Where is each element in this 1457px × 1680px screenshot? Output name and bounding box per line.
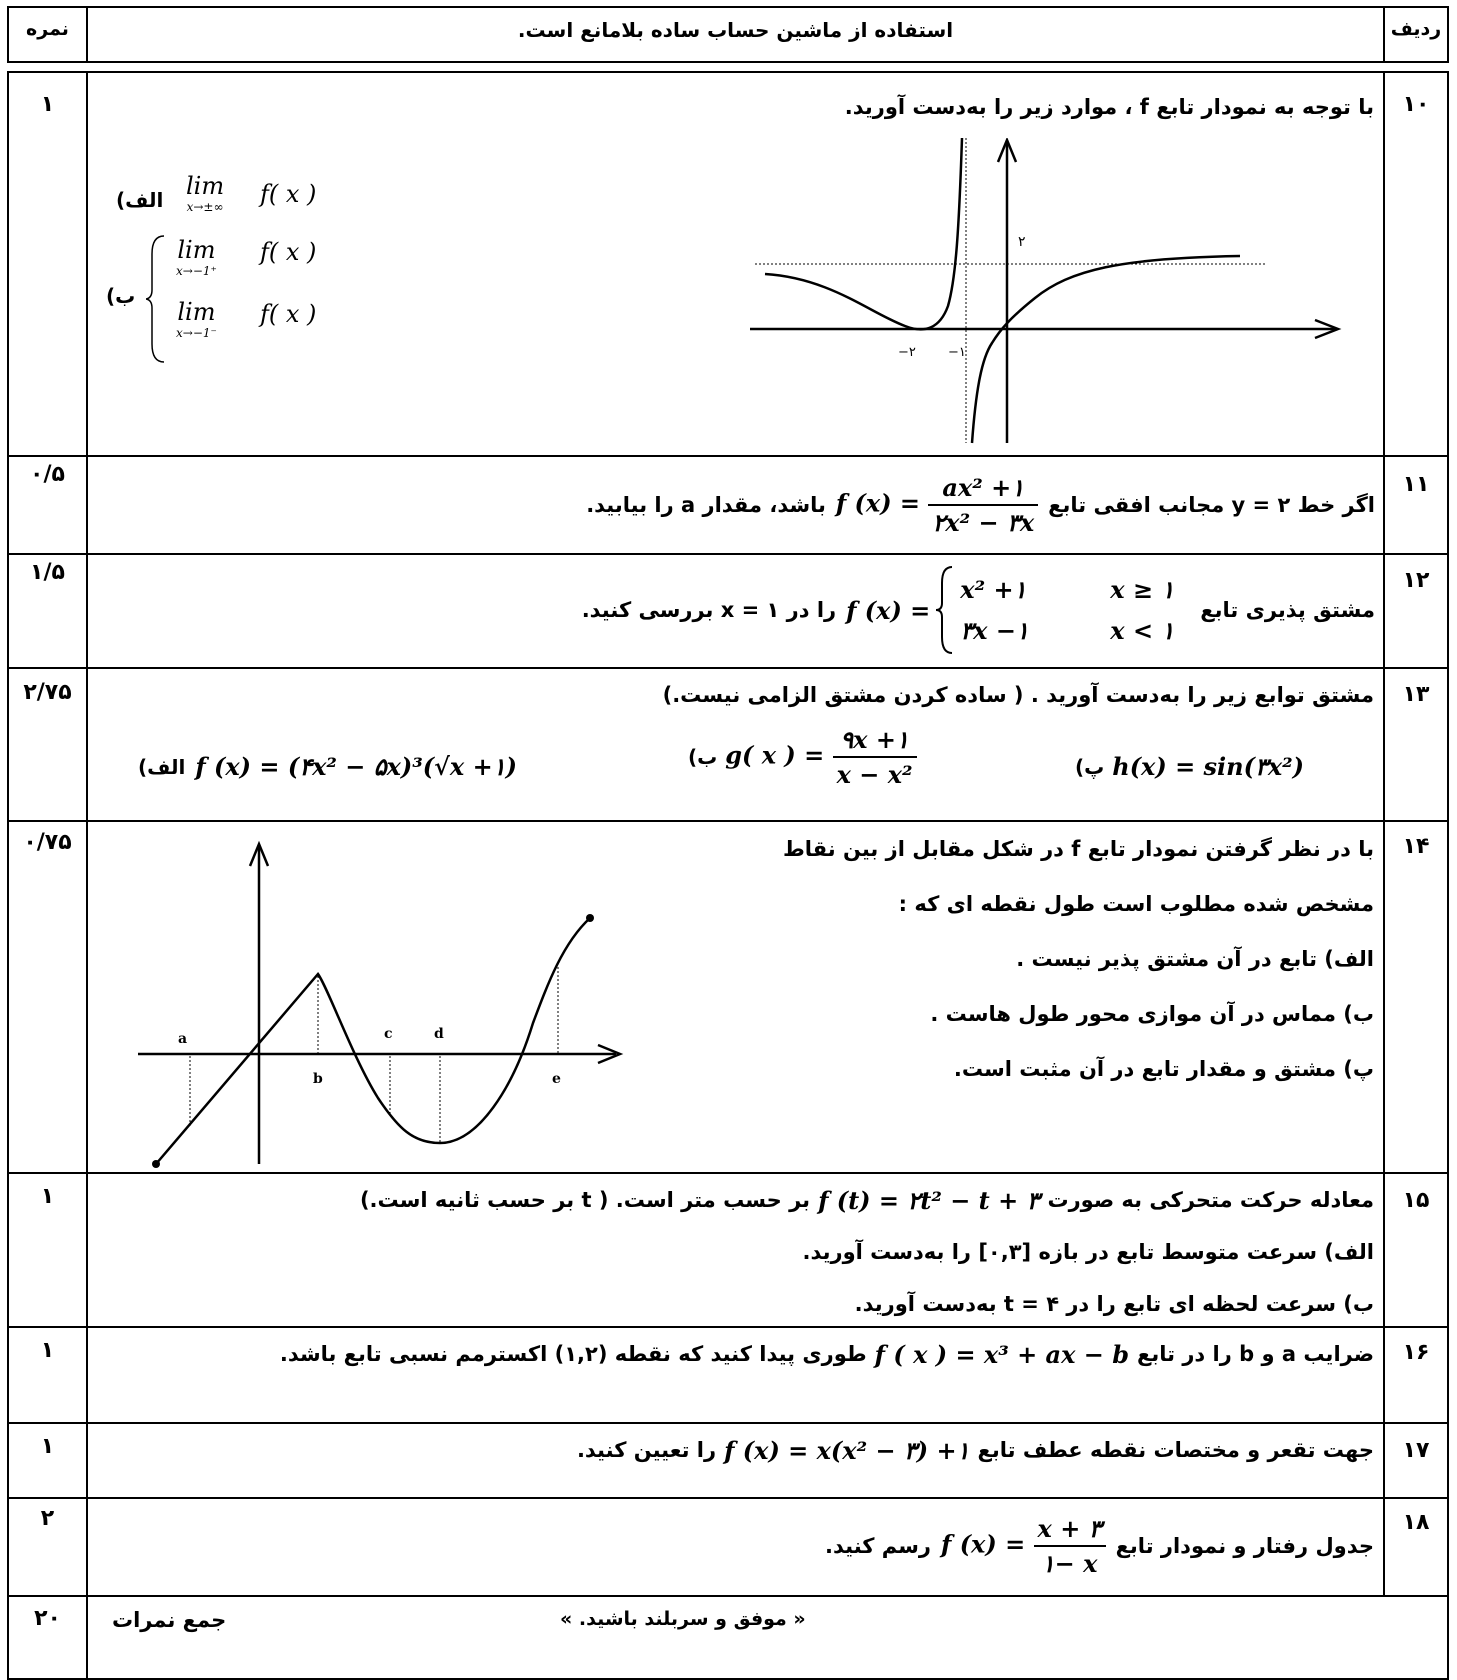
text-q15-line2: الف) سرعت متوسط تابع در بازه [۰,۳] را به… <box>802 1240 1374 1264</box>
text-q11-after: باشد، مقدار a را بیابید. <box>586 493 826 517</box>
limit-b1-q10: lim x→−1⁺ <box>176 236 217 278</box>
curve-left-q10 <box>764 138 964 331</box>
fx-b1-q10: f( x ) <box>260 238 317 266</box>
score-q18: ۲ <box>40 1506 55 1531</box>
content-q16: ضرایب a و b را در تابع f ( x ) = x³ + ax… <box>279 1339 1374 1369</box>
part-b-label-q10: (ب <box>106 284 136 308</box>
label-y2-q10: ۲ <box>1018 234 1026 250</box>
text-q14-line5: پ) مشتق و مقدار تابع در آن مثبت است. <box>953 1057 1374 1081</box>
expr-q11: f (x) = ax² +۱ ۲x² − ۳x <box>836 473 1039 537</box>
label-x-1-q10: −۱ <box>948 345 966 360</box>
text-q15-line3: ب) سرعت لحظه ای تابع را در ۴ = t به‌دست … <box>854 1292 1374 1316</box>
text-q14-line1: با در نظر گرفتن نمودار تابع f در شکل مقا… <box>782 837 1374 861</box>
score-q16: ۱ <box>40 1338 55 1363</box>
score-q14: ۰/۷۵ <box>23 830 72 855</box>
header-table <box>7 6 1449 63</box>
number-q13: ۱۳ <box>1402 682 1430 707</box>
curve-right-q10 <box>970 254 1241 444</box>
score-q17: ۱ <box>40 1434 55 1459</box>
limits-q10: (الف lim x→±∞ f( x ) (ب lim x→−1⁺ f( x )… <box>106 172 352 363</box>
text-q10: با توجه به نمودار تابع f ، موارد زیر را … <box>844 95 1374 119</box>
label-x-2-q10: −۲ <box>898 345 916 360</box>
label-d-q14: d <box>434 1026 444 1042</box>
number-q12: ۱۲ <box>1402 568 1430 593</box>
text-q14-line2: مشخص شده مطلوب است طول نقطه ای که : <box>898 892 1374 916</box>
number-q15: ۱۵ <box>1402 1188 1430 1213</box>
number-q10: ۱۰ <box>1402 92 1430 117</box>
limit-b2-q10: lim x→−1⁻ <box>176 298 217 340</box>
header-score-label: نمره <box>26 18 69 40</box>
number-q11: ۱۱ <box>1402 472 1430 497</box>
header-row-label: ردیف <box>1390 18 1442 40</box>
score-q13: ۲/۷۵ <box>23 680 72 705</box>
label-b-q14: b <box>313 1071 323 1087</box>
part-a-label-q10: (الف <box>116 188 164 212</box>
total-label: جمع نمرات <box>112 1608 227 1632</box>
text-q14-line3: الف) تابع در آن مشتق پذیر نیست . <box>1016 947 1374 971</box>
questions-table <box>7 71 1449 1680</box>
content-q11: اگر خط ۲ = y مجانب افقی تابع f (x) = ax²… <box>586 459 1375 551</box>
total-score: ۲۰ <box>34 1606 61 1631</box>
number-q16: ۱۶ <box>1402 1340 1430 1365</box>
graph-q14: a b c d e <box>138 840 624 1168</box>
text-q12-before: مشتق پذیری تابع <box>1200 598 1375 622</box>
number-q18: ۱۸ <box>1402 1510 1430 1535</box>
score-q11: ۰/۵ <box>30 462 65 487</box>
content-q15-line1: معادله حرکت متحرکی به صورت f (t) = ۲t² −… <box>359 1185 1374 1215</box>
score-q15: ۱ <box>40 1184 55 1209</box>
label-a-q14: a <box>178 1031 187 1047</box>
number-q14: ۱۴ <box>1402 834 1430 859</box>
part-c-q13: (پ h(x) = sin(۳x²) <box>1075 752 1305 781</box>
curve-q14 <box>155 917 591 1165</box>
fx-a-q10: f( x ) <box>260 180 317 208</box>
text-q14-line4: ب) مماس در آن موازی محور طول هاست . <box>930 1002 1374 1026</box>
content-q18: جدول رفتار و نمودار تابع f (x) = x + ۳ ۱−… <box>825 1514 1374 1578</box>
expr-q12: f (x) = x² +۱ x ≥ ۱ ۳x −۱ x < ۱ <box>846 565 1190 655</box>
text-q11-before: اگر خط ۲ = y مجانب افقی تابع <box>1048 493 1375 517</box>
content-q17: جهت تقعر و مختصات نقطه عطف تابع f (x) = … <box>576 1435 1374 1465</box>
score-q10: ۱ <box>40 92 55 117</box>
label-e-q14: e <box>552 1071 561 1087</box>
score-q12: ۱/۵ <box>30 560 65 585</box>
brace-q10 <box>146 235 165 363</box>
part-a-q13: (الف f (x) = (۴x² − ۵x)³(√x +۱) <box>138 752 517 781</box>
graph-q10: ۲ −۲ −۱ <box>750 138 1342 444</box>
limit-a-q10: lim x→±∞ <box>186 172 225 214</box>
part-b-q13: (ب g( x ) = ۹x +۱ x − x² <box>688 725 917 789</box>
label-c-q14: c <box>384 1026 393 1042</box>
text-q13: مشتق توابع زیر را به‌دست آورید . ( ساده … <box>662 683 1374 707</box>
fx-b2-q10: f( x ) <box>260 300 317 328</box>
text-q12-after: را در ۱ = x بررسی کنید. <box>581 598 837 622</box>
closing-message: « موفق و سربلند باشید. » <box>560 1608 806 1630</box>
content-q12: مشتق پذیری تابع f (x) = x² +۱ x ≥ ۱ ۳x −۱… <box>582 557 1375 663</box>
number-q17: ۱۷ <box>1402 1438 1430 1463</box>
header-instruction: استفاده از ماشین حساب ساده بلامانع است. <box>517 18 954 42</box>
